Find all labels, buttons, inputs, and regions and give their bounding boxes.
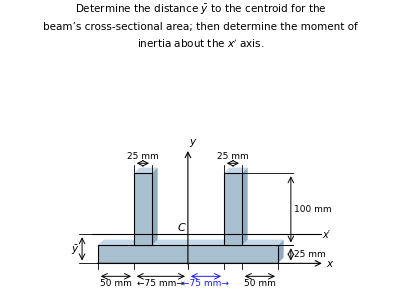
Text: 25 mm: 25 mm — [294, 250, 326, 259]
Text: 50 mm: 50 mm — [244, 279, 276, 288]
Bar — [134, 173, 152, 245]
Bar — [224, 173, 242, 245]
Text: 50 mm: 50 mm — [100, 279, 132, 288]
Polygon shape — [134, 168, 158, 173]
Text: Determine the distance $\bar{y}$ to the centroid for the
beam’s cross-sectional : Determine the distance $\bar{y}$ to the … — [43, 3, 358, 50]
Text: y: y — [189, 137, 195, 147]
Text: C: C — [178, 223, 186, 233]
Text: 25 mm: 25 mm — [127, 152, 159, 161]
Text: x: x — [326, 259, 332, 269]
Text: ←75 mm→: ←75 mm→ — [138, 279, 184, 288]
Polygon shape — [242, 168, 248, 245]
Text: 25 mm: 25 mm — [217, 152, 249, 161]
Text: ȳ: ȳ — [72, 244, 78, 254]
Bar — [98, 245, 278, 263]
Text: ←75 mm→: ←75 mm→ — [182, 279, 229, 288]
Text: x′: x′ — [322, 230, 330, 240]
Polygon shape — [152, 168, 158, 245]
Polygon shape — [278, 240, 284, 263]
Polygon shape — [224, 168, 248, 173]
Text: 100 mm: 100 mm — [294, 205, 332, 214]
Polygon shape — [98, 240, 284, 245]
